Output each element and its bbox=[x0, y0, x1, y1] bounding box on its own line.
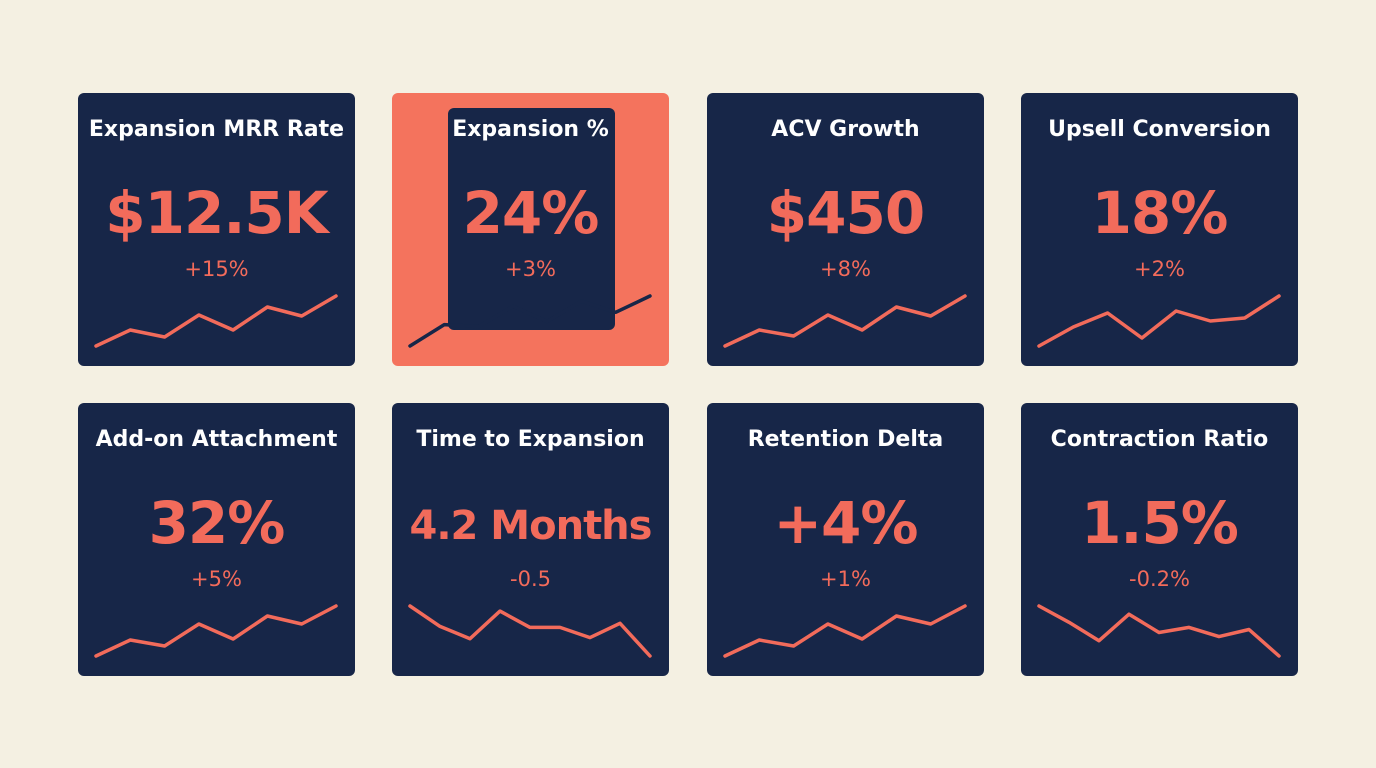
card-delta: +1% bbox=[820, 567, 871, 591]
card-delta: +2% bbox=[1134, 257, 1185, 281]
kpi-card: Retention Delta +4% +1% bbox=[707, 403, 984, 676]
kpi-card: Expansion % 24% +3% bbox=[392, 93, 669, 366]
card-value: 24% bbox=[462, 179, 600, 247]
sparkline bbox=[723, 604, 967, 658]
card-value: 18% bbox=[1091, 179, 1229, 247]
card-delta: +5% bbox=[191, 567, 242, 591]
kpi-card: Time to Expansion 4.2 Months -0.5 bbox=[392, 403, 669, 676]
card-title: Expansion MRR Rate bbox=[88, 117, 345, 142]
sparkline-area bbox=[408, 294, 652, 348]
card-delta: +15% bbox=[184, 257, 249, 281]
kpi-card: Contraction Ratio 1.5% -0.2% bbox=[1021, 403, 1298, 676]
sparkline bbox=[94, 294, 338, 348]
kpi-card: ACV Growth $450 +8% bbox=[707, 93, 984, 366]
sparkline-area bbox=[408, 604, 652, 658]
card-title: ACV Growth bbox=[771, 117, 920, 142]
card-title: Upsell Conversion bbox=[1048, 117, 1271, 142]
sparkline-area bbox=[723, 294, 967, 348]
sparkline bbox=[1037, 604, 1281, 658]
card-value: 1.5% bbox=[1081, 489, 1239, 557]
sparkline bbox=[723, 294, 967, 348]
card-title: Add-on Attachment bbox=[95, 427, 338, 452]
sparkline-area bbox=[94, 294, 338, 348]
card-value: 32% bbox=[148, 489, 286, 557]
card-value: 4.2 Months bbox=[409, 503, 653, 549]
kpi-card: Add-on Attachment 32% +5% bbox=[78, 403, 355, 676]
sparkline bbox=[1037, 294, 1281, 348]
sparkline-area bbox=[1037, 294, 1281, 348]
kpi-card: Upsell Conversion 18% +2% bbox=[1021, 93, 1298, 366]
card-delta: -0.5 bbox=[510, 567, 551, 591]
sparkline-area bbox=[94, 604, 338, 658]
sparkline bbox=[94, 604, 338, 658]
card-title: Contraction Ratio bbox=[1050, 427, 1269, 452]
sparkline-area bbox=[723, 604, 967, 658]
card-title: Expansion % bbox=[452, 117, 609, 142]
card-value: +4% bbox=[773, 489, 918, 557]
card-delta: +3% bbox=[505, 257, 556, 281]
card-delta: +8% bbox=[820, 257, 871, 281]
sparkline-area bbox=[1037, 604, 1281, 658]
sparkline bbox=[408, 604, 652, 658]
sparkline bbox=[408, 294, 652, 348]
card-value: $12.5K bbox=[105, 179, 328, 247]
focus-panel bbox=[448, 108, 615, 330]
card-value: $450 bbox=[766, 179, 925, 247]
card-delta: -0.2% bbox=[1129, 567, 1190, 591]
card-title: Retention Delta bbox=[747, 427, 944, 452]
kpi-card: Expansion MRR Rate $12.5K +15% bbox=[78, 93, 355, 366]
card-title: Time to Expansion bbox=[416, 427, 645, 452]
